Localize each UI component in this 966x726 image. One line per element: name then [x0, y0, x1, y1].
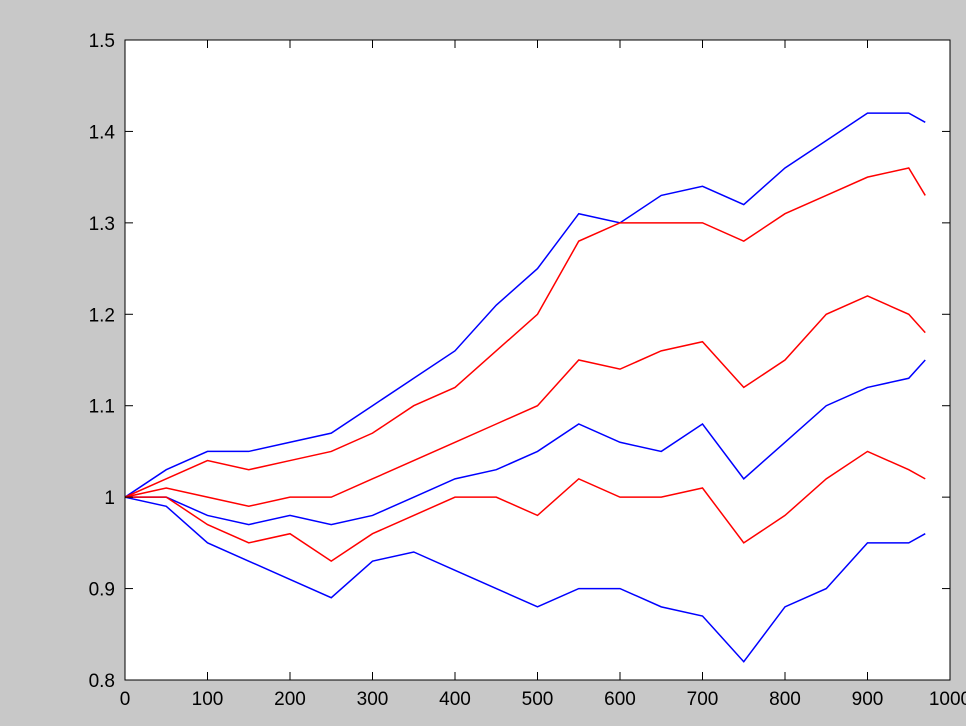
y-tick-label: 1.4: [89, 122, 116, 143]
x-tick-label: 1000: [929, 689, 966, 710]
x-tick-label: 700: [687, 689, 719, 710]
plot-area: [125, 40, 950, 680]
series-line: [124, 167, 926, 498]
series-line: [125, 450, 926, 563]
y-tick-label: 1.3: [89, 214, 115, 235]
x-tick-label: 500: [522, 689, 554, 710]
series-line: [124, 112, 926, 498]
y-tick-label: 0.9: [89, 580, 115, 601]
y-tick-label: 1.1: [89, 397, 115, 418]
x-tick-label: 100: [192, 689, 224, 710]
y-tick-label: 1: [104, 488, 115, 509]
series-line: [124, 496, 926, 663]
x-tick-label: 600: [604, 689, 636, 710]
x-tick-label: 400: [439, 689, 471, 710]
x-tick-label: 300: [357, 689, 389, 710]
x-tick-label: 900: [852, 689, 884, 710]
x-tick-label: 0: [120, 689, 131, 710]
y-tick-label: 1.5: [89, 31, 115, 52]
series-line: [124, 295, 926, 508]
lines: [124, 112, 926, 663]
y-tick-label: 1.2: [89, 305, 115, 326]
x-tick-label: 200: [274, 689, 306, 710]
series-line: [125, 359, 926, 526]
y-tick-label: 0.8: [89, 671, 115, 692]
x-tick-label: 800: [769, 689, 801, 710]
